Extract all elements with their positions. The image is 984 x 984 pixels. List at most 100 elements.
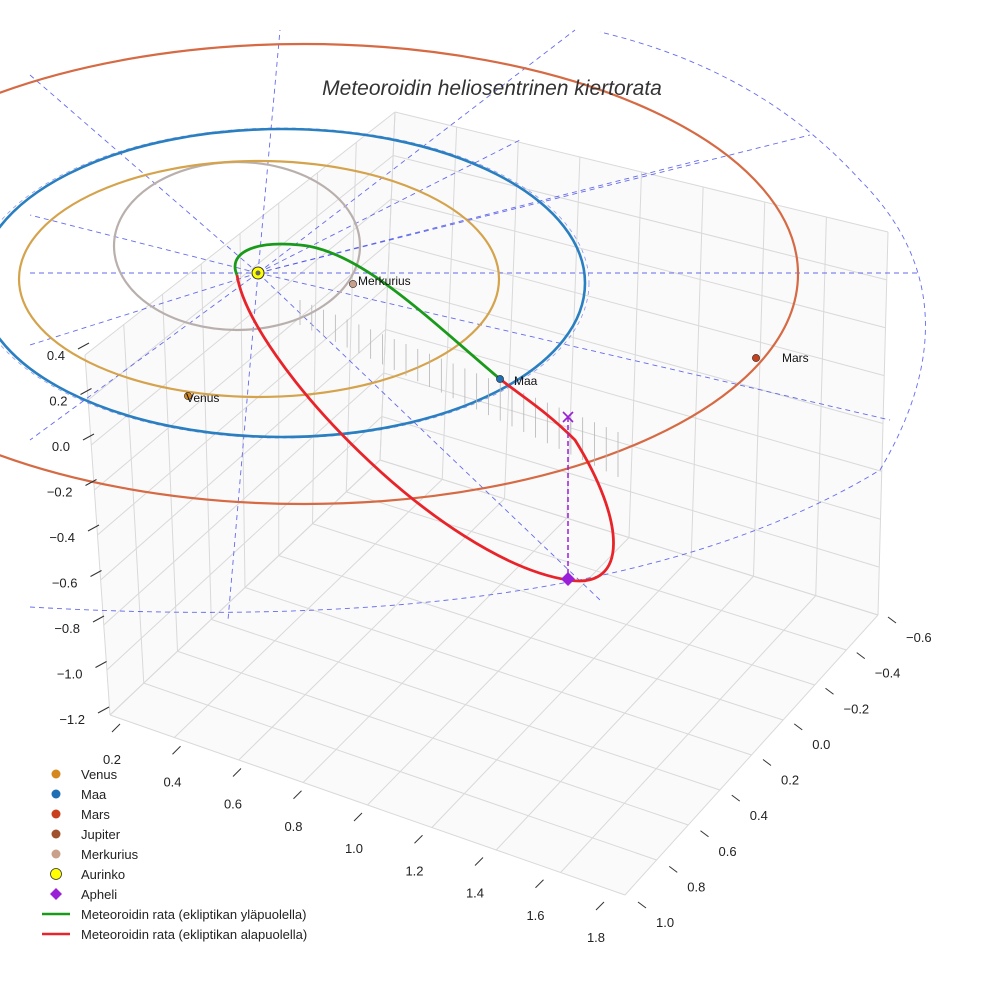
z-tick-label: −0.6 — [52, 576, 78, 591]
y-tick-label: 0.0 — [812, 737, 830, 752]
grid-line — [431, 556, 692, 828]
venus-marker — [184, 392, 192, 400]
x-tick — [595, 901, 605, 911]
dashed-guide-line — [227, 272, 259, 621]
planet-orbits — [0, 42, 799, 506]
x-tick-label: 0.4 — [163, 774, 181, 789]
venus-label: Venus — [186, 391, 219, 405]
y-tick-label: 0.4 — [750, 808, 768, 823]
meteoroid-orbit — [233, 242, 619, 583]
legend-label: Aurinko — [81, 867, 125, 882]
dashed-guide-line — [257, 139, 521, 274]
sun-center — [255, 270, 261, 276]
dashed-guide-line — [29, 74, 259, 274]
grid-line — [278, 555, 784, 721]
meteoroid-orbit-above — [233, 242, 501, 381]
z-tick — [90, 570, 102, 577]
x-tick-label: 0.8 — [284, 819, 302, 834]
mars-label: Mars — [782, 351, 809, 365]
y-tick-label: −0.2 — [844, 701, 870, 716]
z-tick — [85, 479, 97, 486]
x-tick — [232, 768, 242, 777]
x-tick-label: 1.6 — [526, 908, 544, 923]
grid-line — [389, 242, 885, 377]
grid-line — [106, 416, 383, 671]
pane-background — [85, 112, 888, 895]
axis-ticks: 0.4 0.2 0.0 −0.2 −0.4 −0.6 −0.8 −1.0 −1.2 0.2 0.4 0… — [47, 342, 932, 945]
grid-line — [381, 416, 880, 568]
maa-orbit — [0, 127, 587, 439]
z-tick-label: −0.8 — [54, 621, 80, 636]
grid-line — [367, 537, 630, 806]
grid-line — [103, 372, 385, 626]
bodies: Merkurius Venus Maa Mars — [184, 266, 809, 586]
z-tick-label: 0.0 — [52, 439, 70, 454]
z-tick-label: −1.0 — [57, 667, 83, 682]
maa-marker — [496, 375, 504, 383]
dashed-guide-line — [257, 272, 891, 421]
y-tick-label: 0.6 — [719, 844, 737, 859]
dashed-guide-line — [257, 29, 576, 274]
grid-line — [387, 285, 884, 424]
y-tick-label: −0.4 — [875, 666, 901, 681]
grid-line — [94, 242, 390, 491]
venus-orbit — [17, 159, 501, 399]
dashed-guide-line — [29, 214, 259, 274]
y-tick — [762, 759, 772, 766]
grid-line — [312, 523, 815, 686]
legend-label: Meteoroidin rata (ekliptikan alapuolella… — [81, 927, 307, 942]
grid-line — [97, 285, 388, 536]
y-tick-label: 1.0 — [656, 915, 674, 930]
mars-marker — [752, 354, 760, 362]
legend-marker — [50, 888, 62, 900]
x-tick — [172, 745, 181, 755]
x-tick — [293, 790, 302, 800]
x-tick-label: 1.0 — [345, 841, 363, 856]
y-tick — [856, 652, 866, 660]
y-tick-label: 0.2 — [781, 773, 799, 788]
y-tick — [637, 901, 647, 909]
y-tick — [731, 794, 741, 802]
aphelion-marker — [561, 572, 575, 586]
legend-label: Jupiter — [81, 827, 121, 842]
dashed-guide-line — [257, 134, 811, 274]
x-tick — [111, 723, 121, 733]
merkurius-label: Merkurius — [358, 274, 411, 288]
y-tick — [793, 723, 803, 731]
legend-marker — [50, 868, 62, 880]
dashed-guide-ellipse — [0, 127, 590, 439]
x-tick-label: 1.4 — [466, 886, 484, 901]
x-tick — [414, 834, 423, 844]
legend-label: Apheli — [81, 887, 117, 902]
z-tick — [80, 388, 92, 395]
y-tick-label: 0.8 — [687, 879, 705, 894]
z-tick-label: 0.4 — [47, 348, 65, 363]
z-tick — [87, 524, 100, 532]
grid-line — [624, 614, 879, 896]
z-tick — [77, 342, 90, 350]
z-tick — [92, 615, 105, 623]
legend-label: Merkurius — [81, 847, 139, 862]
legend-marker — [51, 849, 61, 859]
maa-label: Maa — [514, 374, 538, 388]
y-tick-label: −0.6 — [906, 630, 932, 645]
x-tick-label: 0.2 — [103, 752, 121, 767]
legend-label: Mars — [81, 807, 110, 822]
legend-label: Meteoroidin rata (ekliptikan yläpuolella… — [81, 907, 306, 922]
grid-line — [84, 111, 396, 356]
dashed-guide-line — [257, 29, 281, 274]
legend-label: Venus — [81, 767, 118, 782]
x-tick-label: 1.8 — [587, 930, 605, 945]
merkurius-marker — [349, 280, 357, 288]
dashed-guide-line — [29, 272, 259, 441]
x-tick — [353, 812, 363, 822]
grid-line — [379, 459, 879, 616]
legend-marker — [51, 829, 61, 839]
z-tick-label: −1.2 — [59, 712, 85, 727]
dashed-guide-line — [29, 272, 259, 346]
x-tick-label: 1.2 — [405, 863, 423, 878]
x-tick — [474, 857, 484, 866]
chart-title: Meteoroidin heliosentrinen kiertorata — [322, 77, 662, 100]
y-tick — [700, 830, 709, 838]
